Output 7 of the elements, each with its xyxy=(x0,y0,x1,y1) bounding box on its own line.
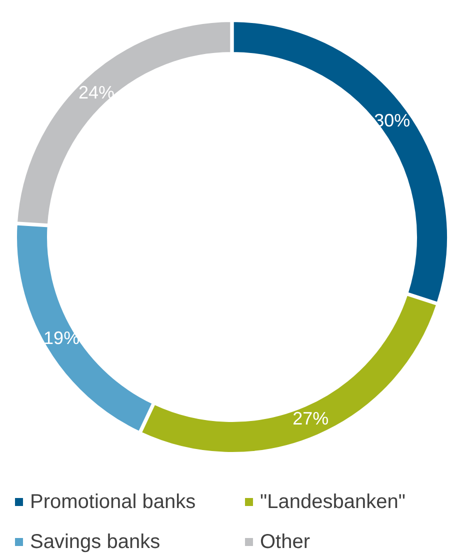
legend-label: Savings banks xyxy=(30,531,160,553)
data-label: 27% xyxy=(292,408,329,429)
data-label: 24% xyxy=(78,82,114,103)
legend-label: Promotional banks xyxy=(30,491,196,513)
legend-label: "Landesbanken" xyxy=(260,491,406,513)
legend-label: Other xyxy=(260,531,310,553)
data-label: 19% xyxy=(44,328,80,348)
